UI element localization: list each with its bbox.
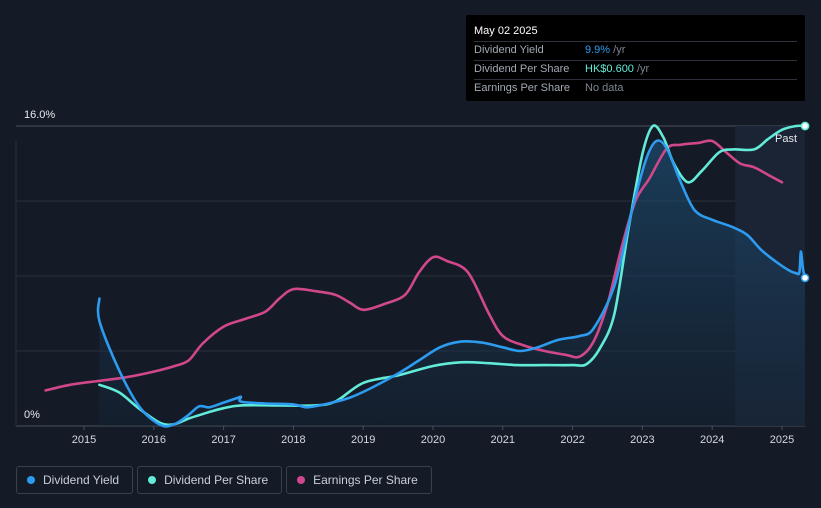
dividend-yield-area <box>99 141 805 426</box>
legend-dot-icon <box>297 476 306 484</box>
x-tick-label: 2022 <box>560 434 584 446</box>
tooltip-value: HK$0.600 /yr <box>585 61 649 79</box>
dividend-per-share-end-marker <box>800 121 810 131</box>
y-axis-max-label: 16.0% <box>24 109 55 121</box>
x-tick-label: 2025 <box>770 434 794 446</box>
x-tick-label: 2024 <box>700 434 724 446</box>
x-axis: 2015 2016 2017 2018 2019 2020 2021 2022 2023 2024… <box>72 426 794 446</box>
y-axis-min-label: 0% <box>24 409 40 421</box>
dividend-yield-end-marker <box>800 273 810 283</box>
chart-legend: Dividend Yield Dividend Per Share Earnin… <box>16 466 432 494</box>
x-tick-label: 2016 <box>142 434 166 446</box>
x-tick-label: 2020 <box>421 434 445 446</box>
x-tick-label: 2018 <box>281 434 305 446</box>
value-suffix: /yr <box>633 63 650 75</box>
value-suffix: /yr <box>610 44 626 56</box>
earnings-per-share-line <box>44 139 784 392</box>
legend-label: Dividend Yield <box>43 473 120 487</box>
earnings-per-share-value: No data <box>585 82 624 94</box>
tooltip-panel: May 02 2025 Dividend Yield 9.9% /yr Divi… <box>466 15 805 101</box>
tooltip-row-dividend-yield: Dividend Yield 9.9% /yr <box>474 42 797 61</box>
tooltip-label: Dividend Yield <box>474 44 544 56</box>
dividend-per-share-value: HK$0.600 <box>585 63 634 75</box>
legend-item-earnings-per-share[interactable]: Earnings Per Share <box>286 466 432 494</box>
dividend-yield-value: 9.9% <box>585 44 611 56</box>
tooltip-row-dividend-per-share: Dividend Per Share HK$0.600 /yr <box>474 61 797 80</box>
series-lines <box>44 121 810 428</box>
x-tick-label: 2021 <box>491 434 515 446</box>
tooltip-row-earnings-per-share: Earnings Per Share No data <box>474 80 797 98</box>
dividend-yield-line <box>96 139 807 428</box>
tooltip-label: Earnings Per Share <box>474 82 570 94</box>
x-tick-label: 2017 <box>211 434 235 446</box>
legend-label: Dividend Per Share <box>164 473 269 487</box>
legend-dot-icon <box>148 476 157 484</box>
dividend-per-share-line <box>98 124 807 427</box>
legend-label: Earnings Per Share <box>313 473 418 487</box>
legend-dot-icon <box>27 476 35 484</box>
tooltip-label: Dividend Per Share <box>474 63 570 75</box>
legend-item-dividend-per-share[interactable]: Dividend Per Share <box>137 466 283 494</box>
yield-area <box>99 141 805 426</box>
x-tick-label: 2023 <box>630 434 654 446</box>
tooltip-value: 9.9% /yr <box>585 42 625 60</box>
past-label: Past <box>775 133 797 145</box>
legend-item-dividend-yield[interactable]: Dividend Yield <box>16 466 134 494</box>
tooltip-date: May 02 2025 <box>474 23 797 42</box>
x-tick-label: 2015 <box>72 434 96 446</box>
x-tick-label: 2019 <box>351 434 375 446</box>
